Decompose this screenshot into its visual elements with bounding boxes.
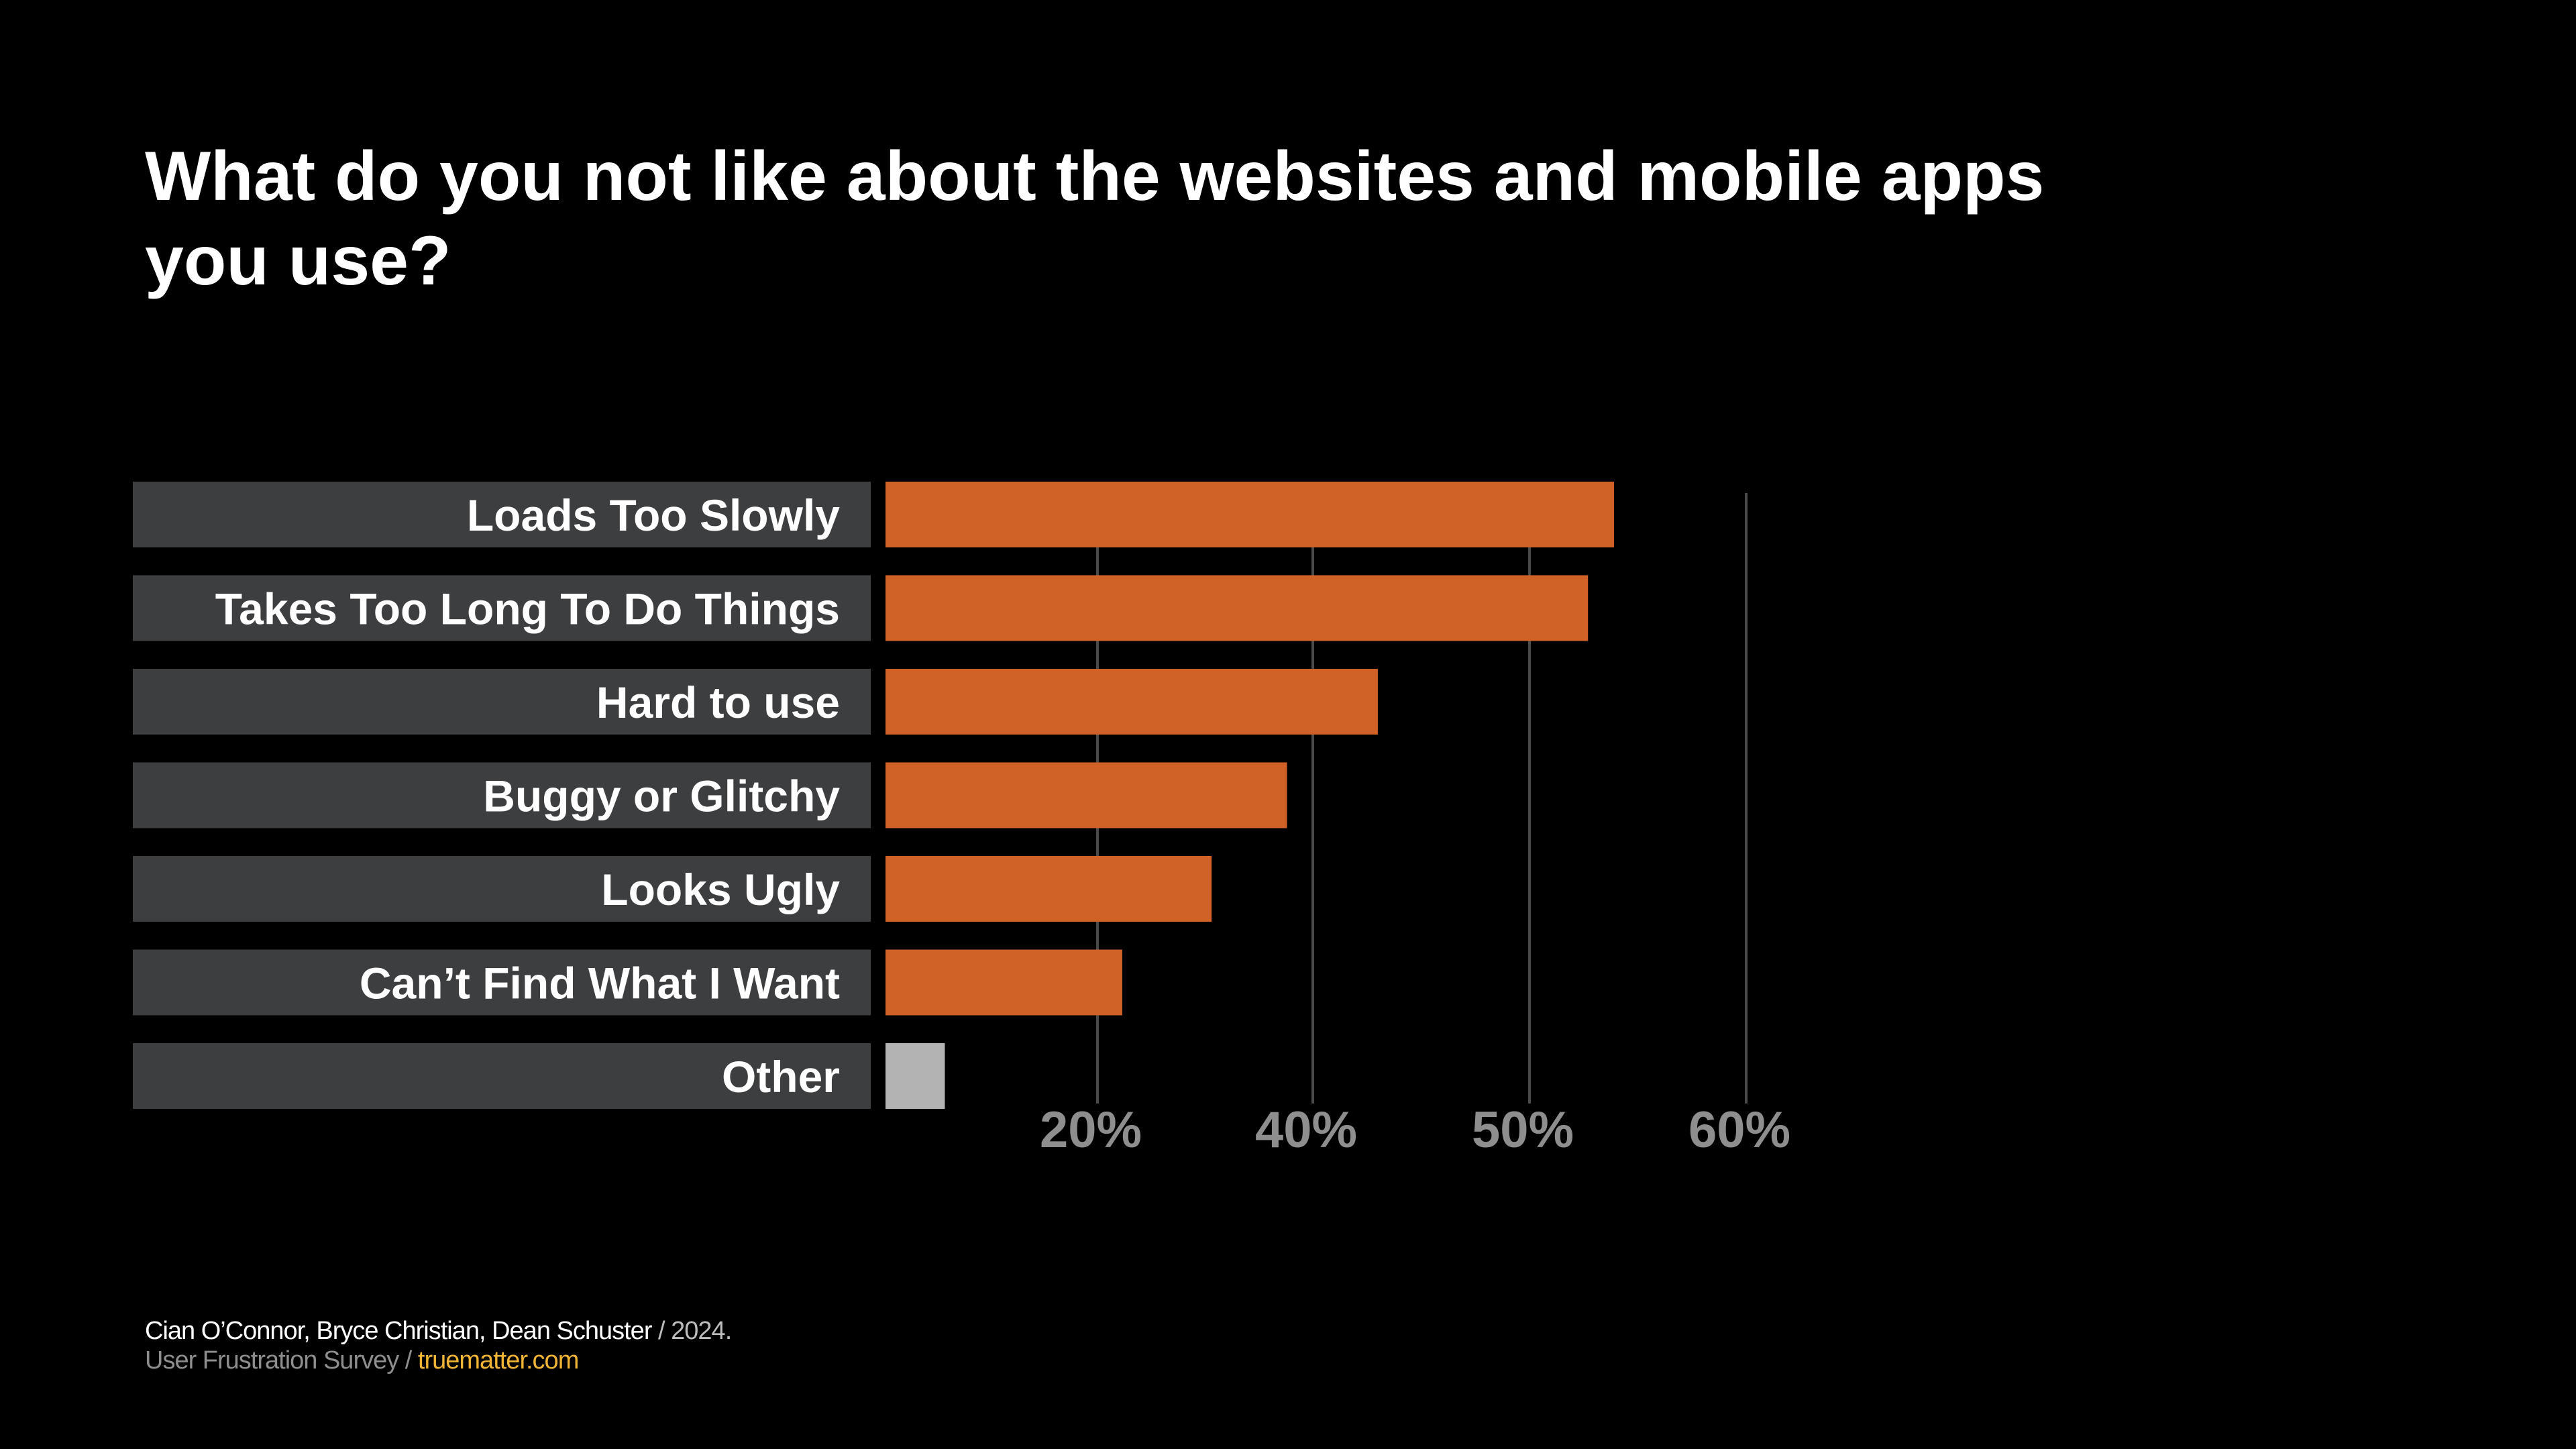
category-label: Buggy or Glitchy (483, 771, 840, 821)
category-label: Takes Too Long To Do Things (215, 584, 840, 634)
category-label: Can’t Find What I Want (360, 959, 840, 1008)
footer: Cian O’Connor, Bryce Christian, Dean Sch… (145, 1316, 732, 1375)
year: 2024. (671, 1317, 732, 1345)
bar (885, 949, 1122, 1016)
x-tick-label: 20% (1040, 1102, 1142, 1159)
authors: Cian O’Connor, Bryce Christian, Dean Sch… (145, 1317, 652, 1345)
bar (885, 482, 1614, 547)
category-label-box (133, 482, 871, 547)
bar (885, 669, 1378, 735)
category-label-box (133, 575, 871, 641)
source-line: User Frustration Survey / truematter.com (145, 1346, 731, 1375)
category-label-box (133, 762, 871, 828)
category-label-box (133, 949, 871, 1016)
category-label: Looks Ugly (601, 865, 840, 914)
category-label-box (133, 856, 871, 922)
credits-line: Cian O’Connor, Bryce Christian, Dean Sch… (145, 1316, 732, 1346)
x-tick-label: 40% (1255, 1102, 1357, 1159)
source-link[interactable]: truematter.com (417, 1346, 579, 1375)
category-label-box (133, 1043, 871, 1109)
category-label: Other (722, 1052, 840, 1102)
survey-name: User Frustration Survey (145, 1346, 399, 1375)
category-label: Loads Too Slowly (467, 490, 840, 540)
x-tick-label: 60% (1688, 1102, 1790, 1159)
category-label-box (133, 669, 871, 735)
x-tick-label: 50% (1472, 1102, 1574, 1159)
bar (885, 762, 1287, 828)
category-label: Hard to use (596, 678, 840, 727)
separator: / (398, 1346, 418, 1375)
bar (885, 1043, 945, 1109)
separator: / (651, 1317, 672, 1345)
bar (885, 856, 1212, 922)
bar (885, 575, 1589, 641)
chart-title: What do you not like about the websites … (145, 138, 2045, 300)
